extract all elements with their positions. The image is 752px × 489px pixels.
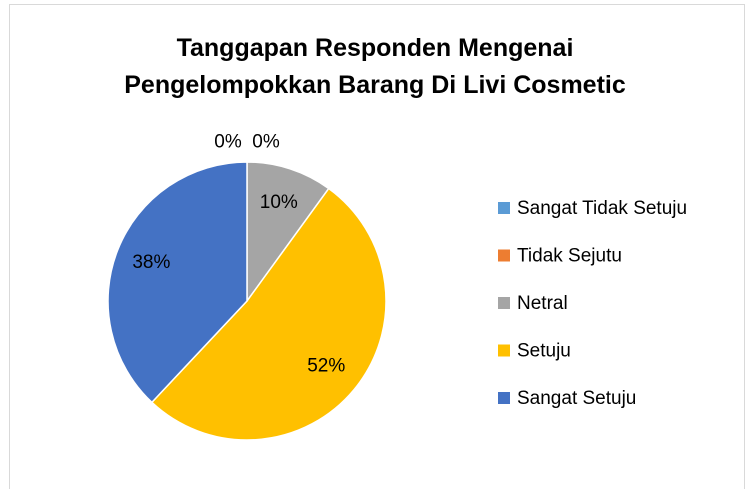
pie-slice [150,187,387,441]
pie-slice [246,161,330,304]
chart-title: Tanggapan Responden Mengenai Pengelompok… [124,34,626,99]
legend-swatch [498,297,510,309]
data-label: 10% [260,192,298,213]
legend-label: Sangat Setuju [517,388,636,409]
legend-swatch [498,392,510,404]
data-label: 0% [214,132,242,153]
data-label: 38% [132,252,170,273]
legend-label: Tidak Sejutu [517,246,622,267]
pie-slice [107,161,248,404]
chart-border [9,4,745,489]
legend-label: Netral [517,293,568,314]
legend-swatch [498,249,510,262]
legend-swatch [498,202,510,214]
legend-label: Sangat Tidak Setuju [517,198,687,219]
legend-swatch [498,344,510,357]
legend-label: Setuju [517,341,571,362]
data-label: 0% [252,132,280,153]
data-label: 52% [307,356,345,377]
